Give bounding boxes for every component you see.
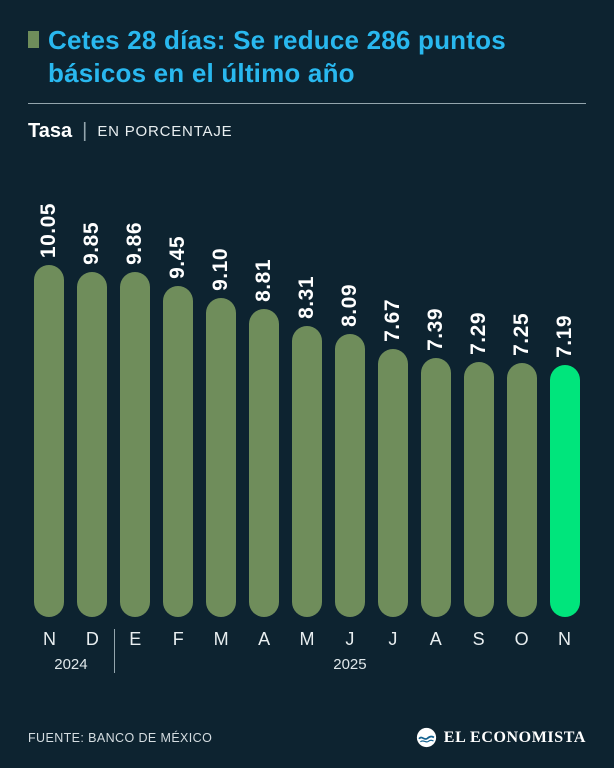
subtitle: Tasa | EN PORCENTAJE xyxy=(28,120,586,143)
bar xyxy=(334,334,365,617)
bar-chart: 10.05 9.85 9.86 9.45 9.10 8.81 8.31 8.09 7.67 7.3… xyxy=(28,165,586,673)
bar-column: 7.25 xyxy=(500,313,543,617)
bar xyxy=(34,265,65,617)
month-tick-label: E xyxy=(129,629,142,649)
bar xyxy=(120,272,151,617)
bar-column: 7.67 xyxy=(371,299,414,617)
bar-column: 10.05 xyxy=(28,203,71,617)
years-row: 2024 2025 xyxy=(28,656,586,673)
bar xyxy=(420,358,451,617)
bar-value-label: 7.25 xyxy=(509,313,533,356)
bar-value-label: 9.86 xyxy=(123,222,147,265)
month-tick-label: J xyxy=(345,629,355,649)
month-tick-label: A xyxy=(429,629,442,649)
bar-column: 7.19 xyxy=(543,315,586,617)
bar xyxy=(377,349,408,617)
bars-row: 10.05 9.85 9.86 9.45 9.10 8.81 8.31 8.09 7.67 7.3… xyxy=(28,165,586,617)
page-title: Cetes 28 días: Se reduce 286 puntos bási… xyxy=(48,25,506,88)
bar-column: 9.86 xyxy=(114,222,157,617)
bar-value-label: 7.19 xyxy=(552,315,576,358)
bar xyxy=(463,362,494,617)
x-axis: N D E F M A M J J A S O N 2024 2025 xyxy=(28,629,586,673)
subtitle-separator: | xyxy=(82,120,88,142)
month-tick-label: N xyxy=(42,629,56,649)
month-tick-label: O xyxy=(514,629,529,649)
bar-value-label: 10.05 xyxy=(37,202,61,258)
publisher-name: EL ECONOMISTA xyxy=(443,728,586,746)
bar xyxy=(206,298,237,617)
month-tick-label: M xyxy=(299,629,315,649)
year-group-label: 2024 xyxy=(54,656,88,673)
bar-value-label: 9.45 xyxy=(166,236,190,279)
bar-column: 7.39 xyxy=(414,308,457,617)
bar-column: 9.10 xyxy=(200,248,243,617)
bar-value-label: 8.09 xyxy=(337,284,361,327)
subtitle-detail: EN PORCENTAJE xyxy=(97,123,233,140)
bar-column: 7.29 xyxy=(457,312,500,617)
bar-highlighted xyxy=(549,365,580,617)
bar-value-label: 9.10 xyxy=(209,248,233,291)
month-tick-label: N xyxy=(558,629,572,649)
el-economista-logo-icon xyxy=(416,727,436,748)
publisher-brand: EL ECONOMISTA xyxy=(416,727,586,748)
bar xyxy=(291,326,322,617)
bar-value-label: 8.81 xyxy=(252,259,276,302)
source-credit: FUENTE: BANCO DE MÉXICO xyxy=(28,730,213,745)
month-tick-label: D xyxy=(85,629,99,649)
month-tick-label: J xyxy=(388,629,398,649)
month-tick-label: A xyxy=(258,629,271,649)
bar xyxy=(163,286,194,617)
bar xyxy=(77,272,108,617)
subtitle-label: Tasa xyxy=(28,120,73,142)
month-tick-label: M xyxy=(213,629,229,649)
bar-value-label: 7.29 xyxy=(466,312,490,355)
bar-column: 8.31 xyxy=(286,276,329,617)
year-group-label: 2025 xyxy=(333,656,367,673)
bar-column: 9.85 xyxy=(71,222,114,617)
header: Cetes 28 días: Se reduce 286 puntos bási… xyxy=(28,24,586,89)
bar-value-label: 8.31 xyxy=(294,276,318,319)
bar xyxy=(249,309,280,617)
bar-value-label: 9.85 xyxy=(80,222,104,265)
bar-value-label: 7.39 xyxy=(423,308,447,351)
footer: FUENTE: BANCO DE MÉXICO EL ECONOMISTA xyxy=(28,727,586,748)
month-tick-label: S xyxy=(472,629,485,649)
bar-column: 8.81 xyxy=(243,259,286,617)
bar-column: 8.09 xyxy=(328,284,371,617)
bar-value-label: 7.67 xyxy=(380,299,404,342)
title-divider xyxy=(28,103,586,104)
bar xyxy=(506,363,537,617)
title-bullet-square xyxy=(28,31,39,48)
year-divider-line xyxy=(113,629,115,673)
month-tick-label: F xyxy=(172,629,184,649)
bar-column: 9.45 xyxy=(157,236,200,617)
